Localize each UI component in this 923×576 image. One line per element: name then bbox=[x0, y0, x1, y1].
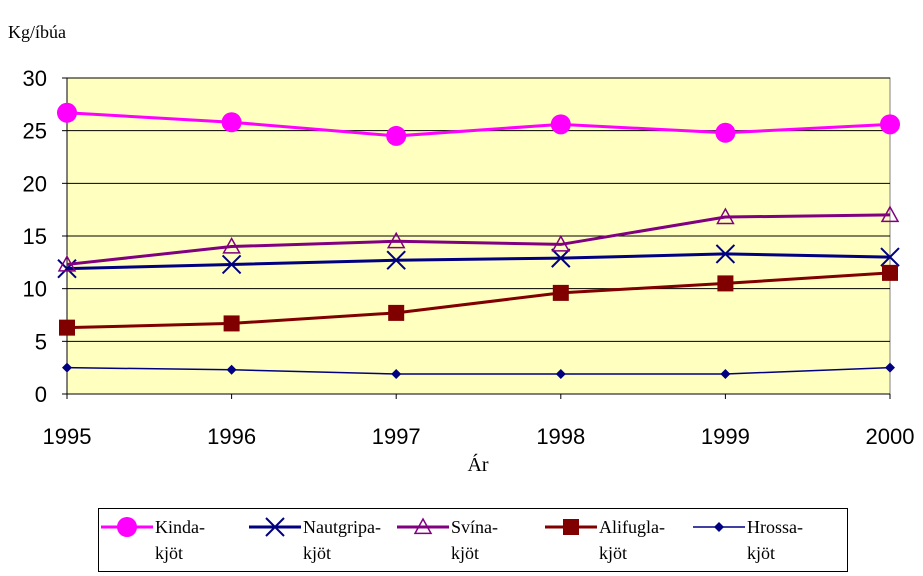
marker bbox=[388, 304, 405, 321]
y-tick-label: 10 bbox=[23, 277, 47, 302]
legend-entry: Hrossa- kjöt bbox=[691, 514, 839, 566]
marker bbox=[550, 114, 571, 135]
series-line bbox=[66, 252, 891, 271]
marker bbox=[62, 362, 72, 373]
marker bbox=[386, 231, 406, 249]
marker bbox=[880, 114, 900, 135]
x-tick-label: 2000 bbox=[866, 424, 915, 449]
marker bbox=[386, 250, 406, 270]
legend-label: Kinda- kjöt bbox=[155, 517, 205, 563]
marker bbox=[552, 284, 569, 301]
x-tick-label: 1997 bbox=[372, 424, 421, 449]
legend-swatch bbox=[249, 517, 301, 537]
marker bbox=[221, 254, 242, 275]
legend-swatch bbox=[101, 517, 153, 537]
marker bbox=[555, 368, 566, 379]
legend-label: Hrossa- kjöt bbox=[747, 517, 803, 563]
y-tick-label: 25 bbox=[23, 119, 47, 144]
marker bbox=[117, 517, 137, 537]
series-line bbox=[66, 366, 891, 375]
y-tick-label: 20 bbox=[23, 171, 47, 196]
marker bbox=[386, 125, 407, 146]
x-tick-label: 1998 bbox=[536, 424, 585, 449]
legend-entry: Alifugla- kjöt bbox=[543, 514, 691, 566]
legend-swatch bbox=[545, 519, 597, 535]
legend-entry: Nautgripa- kjöt bbox=[247, 514, 395, 566]
y-tick-label: 15 bbox=[23, 224, 47, 249]
x-tick-label: 1996 bbox=[207, 424, 256, 449]
marker bbox=[880, 247, 900, 267]
marker bbox=[391, 368, 402, 379]
legend-swatch bbox=[397, 517, 449, 535]
marker bbox=[223, 315, 240, 332]
legend-entry: Kinda- kjöt bbox=[99, 514, 247, 566]
marker bbox=[551, 234, 571, 252]
marker bbox=[265, 517, 285, 537]
marker bbox=[563, 519, 579, 535]
marker bbox=[716, 207, 735, 225]
marker bbox=[226, 364, 237, 375]
legend-entry: Svína- kjöt bbox=[395, 514, 543, 566]
marker bbox=[717, 275, 734, 292]
marker bbox=[222, 236, 241, 254]
x-tick-label: 1995 bbox=[43, 424, 92, 449]
x-tick-label: 1999 bbox=[701, 424, 750, 449]
x-axis-label: Ár bbox=[467, 453, 488, 476]
legend: Kinda- kjöt Nautgripa- kjöt Svína- kjöt Ali… bbox=[98, 508, 848, 572]
marker bbox=[221, 112, 242, 133]
y-tick-label: 0 bbox=[35, 382, 47, 407]
marker bbox=[882, 264, 898, 281]
plot-svg: Kg/íbúa Ár 0 5 10 15 20 25 30 1995 1996 1997 1998 1… bbox=[8, 22, 915, 476]
marker bbox=[551, 248, 571, 268]
series-line bbox=[66, 111, 891, 138]
marker bbox=[57, 102, 77, 123]
series-line bbox=[66, 213, 891, 266]
marker bbox=[59, 319, 75, 336]
legend-label: Svína- kjöt bbox=[451, 517, 498, 563]
marker bbox=[714, 522, 724, 532]
legend-swatch bbox=[693, 522, 745, 532]
y-axis-label: Kg/íbúa bbox=[8, 22, 66, 42]
marker bbox=[715, 244, 736, 264]
marker bbox=[715, 122, 736, 143]
marker bbox=[885, 362, 895, 373]
marker bbox=[720, 368, 731, 379]
marker bbox=[57, 254, 77, 272]
series-line bbox=[66, 271, 891, 330]
marker bbox=[880, 205, 900, 223]
y-tick-label: 30 bbox=[23, 66, 47, 91]
legend-label: Nautgripa- kjöt bbox=[303, 517, 381, 563]
marker bbox=[413, 517, 433, 535]
legend-label: Alifugla- kjöt bbox=[599, 517, 665, 563]
y-tick-label: 5 bbox=[35, 329, 47, 354]
